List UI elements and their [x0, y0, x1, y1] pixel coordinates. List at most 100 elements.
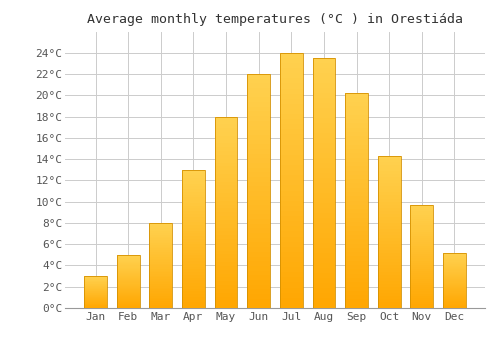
Bar	[410, 246, 434, 248]
Bar	[443, 278, 466, 279]
Bar	[345, 153, 368, 158]
Bar	[150, 245, 172, 247]
Bar	[443, 256, 466, 257]
Bar	[410, 298, 434, 300]
Bar	[248, 121, 270, 126]
Bar	[214, 216, 238, 220]
Bar	[345, 304, 368, 308]
Bar	[150, 286, 172, 288]
Bar	[150, 248, 172, 250]
Bar	[214, 201, 238, 205]
Bar	[345, 205, 368, 209]
Bar	[84, 293, 107, 294]
Bar	[248, 275, 270, 280]
Bar	[345, 287, 368, 291]
Bar	[248, 168, 270, 172]
Bar	[312, 193, 336, 198]
Bar	[443, 303, 466, 305]
Bar	[84, 283, 107, 284]
Bar	[443, 276, 466, 277]
Bar	[182, 214, 205, 217]
Bar	[214, 162, 238, 166]
Bar	[116, 255, 140, 256]
Bar	[116, 270, 140, 271]
Bar	[443, 277, 466, 278]
Bar	[280, 186, 302, 191]
Bar	[378, 262, 400, 265]
Bar	[116, 304, 140, 305]
Bar	[345, 175, 368, 179]
Bar	[182, 300, 205, 302]
Bar	[280, 288, 302, 293]
Bar	[312, 203, 336, 208]
Bar	[345, 119, 368, 123]
Bar	[410, 238, 434, 240]
Bar	[214, 251, 238, 254]
Bar	[248, 229, 270, 233]
Bar	[378, 189, 400, 193]
Bar	[116, 302, 140, 303]
Bar	[443, 289, 466, 290]
Bar	[345, 127, 368, 132]
Bar	[312, 153, 336, 158]
Bar	[182, 244, 205, 247]
Bar	[280, 109, 302, 114]
Bar	[280, 277, 302, 282]
Bar	[150, 243, 172, 245]
Bar	[248, 280, 270, 285]
Bar	[116, 300, 140, 301]
Bar	[182, 241, 205, 244]
Bar	[312, 68, 336, 73]
Bar	[443, 280, 466, 281]
Bar	[116, 291, 140, 292]
Bar	[378, 274, 400, 278]
Bar	[280, 262, 302, 267]
Bar	[280, 175, 302, 180]
Bar	[214, 189, 238, 193]
Bar	[150, 233, 172, 235]
Bar	[214, 144, 238, 147]
Bar	[182, 264, 205, 267]
Bar	[214, 136, 238, 140]
Bar	[312, 173, 336, 178]
Bar	[150, 252, 172, 253]
Bar	[312, 278, 336, 283]
Bar	[150, 279, 172, 281]
Bar	[248, 97, 270, 102]
Bar	[378, 293, 400, 296]
Bar	[345, 170, 368, 175]
Bar	[312, 73, 336, 78]
Bar	[312, 98, 336, 103]
Bar	[248, 135, 270, 140]
Bar	[443, 298, 466, 299]
Bar	[312, 138, 336, 143]
Bar	[312, 238, 336, 243]
Bar	[280, 267, 302, 272]
Bar	[345, 295, 368, 299]
Bar	[182, 217, 205, 219]
Bar	[280, 272, 302, 277]
Bar	[312, 218, 336, 223]
Bar	[214, 289, 238, 293]
Bar	[182, 219, 205, 222]
Bar	[280, 73, 302, 78]
Bar	[214, 205, 238, 209]
Bar	[410, 306, 434, 308]
Bar	[214, 197, 238, 201]
Bar	[214, 182, 238, 186]
Bar	[378, 238, 400, 241]
Bar	[214, 170, 238, 174]
Bar	[116, 280, 140, 281]
Bar	[280, 114, 302, 119]
Bar	[84, 302, 107, 303]
Bar	[214, 274, 238, 277]
Bar	[150, 281, 172, 282]
Bar	[378, 208, 400, 211]
Bar	[84, 294, 107, 295]
Bar	[182, 269, 205, 272]
Bar	[312, 158, 336, 163]
Bar	[443, 302, 466, 303]
Bar	[214, 270, 238, 274]
Bar	[84, 284, 107, 285]
Bar	[214, 124, 238, 128]
